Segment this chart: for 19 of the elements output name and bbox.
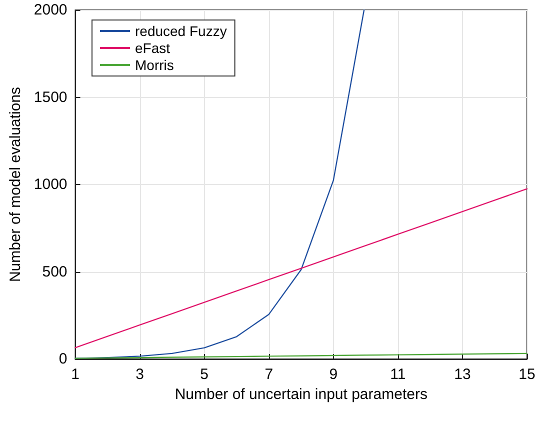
legend-label: Morris xyxy=(135,57,174,73)
x-tick-label: 5 xyxy=(200,366,209,383)
y-tick-label: 1500 xyxy=(34,88,68,106)
y-tick-label: 500 xyxy=(42,263,68,280)
y-tick-label: 2000 xyxy=(34,2,68,18)
y-tick-label: 0 xyxy=(58,350,68,368)
y-axis-title: Number of model evaluations xyxy=(7,86,24,282)
x-axis-title: Number of uncertain input parameters xyxy=(174,386,428,403)
line-series xyxy=(74,188,528,348)
x-tick-label: 11 xyxy=(390,366,406,383)
x-tick-label: 13 xyxy=(454,366,471,383)
legend-label: eFast xyxy=(135,40,170,56)
x-tick-label: 3 xyxy=(136,366,144,383)
x-tick-label: 1 xyxy=(71,366,80,383)
x-tick-label: 9 xyxy=(329,366,338,383)
x-tick-label: 15 xyxy=(518,366,536,383)
y-tick-label: 1000 xyxy=(34,176,68,193)
x-tick-label: 7 xyxy=(264,366,274,383)
legend-label: reduced Fuzzy xyxy=(135,23,227,39)
